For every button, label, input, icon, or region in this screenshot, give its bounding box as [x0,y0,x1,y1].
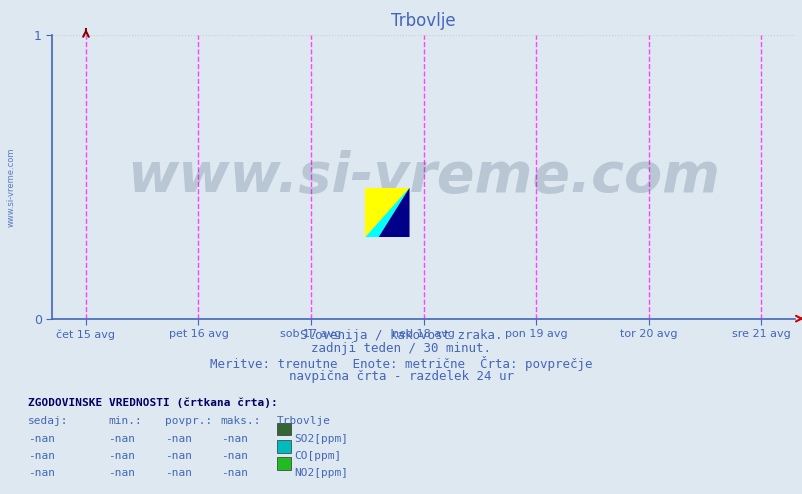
Text: -nan: -nan [28,468,55,478]
Text: zadnji teden / 30 minut.: zadnji teden / 30 minut. [311,342,491,355]
Polygon shape [365,188,409,237]
Polygon shape [379,188,409,237]
Text: -nan: -nan [164,468,192,478]
Text: min.:: min.: [108,416,142,426]
Text: ZGODOVINSKE VREDNOSTI (črtkana črta):: ZGODOVINSKE VREDNOSTI (črtkana črta): [28,398,277,408]
Text: sedaj:: sedaj: [28,416,68,426]
Text: -nan: -nan [28,451,55,461]
Text: -nan: -nan [28,434,55,444]
Text: -nan: -nan [221,434,248,444]
Text: -nan: -nan [221,468,248,478]
Text: SO2[ppm]: SO2[ppm] [294,434,348,444]
Text: Slovenija / kakovost zraka.: Slovenija / kakovost zraka. [300,329,502,341]
Title: Trbovlje: Trbovlje [391,12,456,30]
Text: NO2[ppm]: NO2[ppm] [294,468,348,478]
Text: -nan: -nan [164,434,192,444]
Text: navpična črta - razdelek 24 ur: navpična črta - razdelek 24 ur [289,370,513,383]
Text: -nan: -nan [164,451,192,461]
Text: -nan: -nan [108,451,136,461]
Text: -nan: -nan [108,434,136,444]
Text: CO[ppm]: CO[ppm] [294,451,342,461]
Text: www.si-vreme.com: www.si-vreme.com [127,150,719,204]
Text: povpr.:: povpr.: [164,416,212,426]
Text: -nan: -nan [221,451,248,461]
Text: Trbovlje: Trbovlje [277,416,330,426]
Polygon shape [365,188,409,237]
Text: -nan: -nan [108,468,136,478]
Text: www.si-vreme.com: www.si-vreme.com [6,148,15,227]
Text: maks.:: maks.: [221,416,261,426]
Text: Meritve: trenutne  Enote: metrične  Črta: povprečje: Meritve: trenutne Enote: metrične Črta: … [210,356,592,371]
